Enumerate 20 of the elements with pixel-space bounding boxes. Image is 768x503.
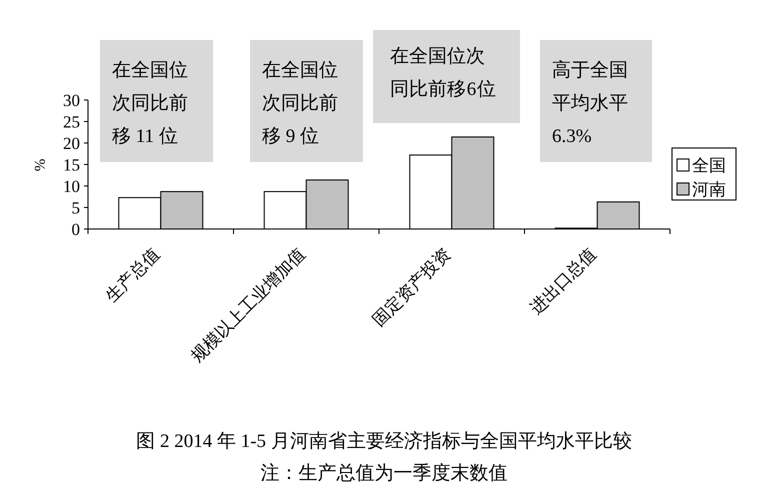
annotation: 在全国位次同比前移 9 位 xyxy=(250,40,363,162)
y-axis-title: % xyxy=(31,158,47,172)
y-tick-label: 10 xyxy=(63,177,80,196)
x-tick-label: 生产总值 xyxy=(102,244,164,306)
annotation: 在全国位次同比前移 11 位 xyxy=(100,40,213,162)
y-tick-label: 0 xyxy=(72,220,80,239)
legend-label: 河南 xyxy=(692,180,726,199)
y-tick-label: 5 xyxy=(72,198,80,218)
text: 图 2 2014 年 1-5 月河南省主要经济指标与全国平均水平比较 xyxy=(135,430,633,454)
x-tick-label: 进出口总值 xyxy=(526,244,600,318)
x-tick-label: 固定资产投资 xyxy=(369,244,455,330)
x-tick-label: 规模以上工业增加值 xyxy=(187,244,310,366)
annotation: 高于全国平均水平6.3% xyxy=(540,40,652,162)
y-tick-label: 20 xyxy=(63,134,80,153)
y-tick-label: 30 xyxy=(63,91,80,110)
annotation: 在全国位次同比前移 6 位 xyxy=(373,30,520,123)
text: 注：生产总值为一季度末数值 xyxy=(260,462,508,486)
y-tick-label: 15 xyxy=(63,156,80,174)
y-tick-label: 25 xyxy=(63,112,80,132)
legend-label: 全国 xyxy=(692,156,726,175)
